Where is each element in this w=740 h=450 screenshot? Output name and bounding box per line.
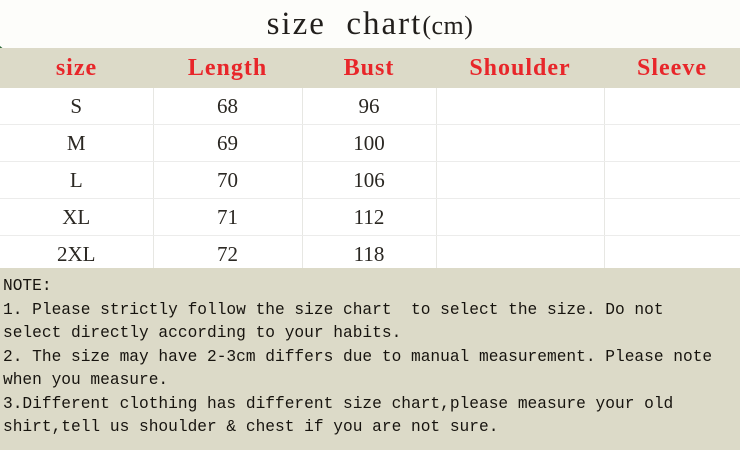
page-title-unit: (cm) <box>422 10 474 40</box>
table-row: L 70 106 <box>0 161 740 199</box>
cell-bust: 100 <box>302 124 437 162</box>
cell-bust: 112 <box>302 198 437 236</box>
cell-size: XL <box>0 198 154 236</box>
note-line-1: 1. Please strictly follow the size chart… <box>3 300 664 319</box>
cell-length: 72 <box>153 235 303 272</box>
chart-title-band: size chart(cm) <box>0 0 740 48</box>
cell-shoulder <box>436 124 605 162</box>
cell-shoulder <box>436 235 605 272</box>
note-section: NOTE: 1. Please strictly follow the size… <box>0 268 740 450</box>
page-title-main: size chart <box>266 5 423 42</box>
note-line-3: 2. The size may have 2-3cm differs due t… <box>3 347 713 366</box>
cell-sleeve <box>604 161 740 199</box>
note-line-2: select directly according to your habits… <box>3 324 402 342</box>
size-chart-table: size Length Bust Shoulder Sleeve S 68 96… <box>0 48 740 272</box>
column-header-shoulder: Shoulder <box>436 48 604 88</box>
cell-size: S <box>0 88 154 125</box>
page-title: size chart(cm) <box>266 5 474 42</box>
cell-bust: 106 <box>302 161 437 199</box>
note-line-4: when you measure. <box>3 371 169 389</box>
table-header: size Length Bust Shoulder Sleeve <box>0 48 740 88</box>
cell-length: 71 <box>153 198 303 236</box>
table-row: XL 71 112 <box>0 198 740 236</box>
table-body: S 68 96 M 69 100 L 70 106 XL <box>0 88 740 272</box>
note-line-5: 3.Different clothing has different size … <box>3 394 674 413</box>
cell-length: 68 <box>153 88 303 125</box>
table-row: M 69 100 <box>0 124 740 162</box>
table-row: S 68 96 <box>0 88 740 125</box>
cell-size: L <box>0 161 154 199</box>
note-heading: NOTE: <box>3 277 52 295</box>
cell-sleeve <box>604 124 740 162</box>
cell-bust: 96 <box>302 88 437 125</box>
table-header-row: size Length Bust Shoulder Sleeve <box>0 48 740 88</box>
column-header-bust: Bust <box>302 48 436 88</box>
cell-bust: 118 <box>302 235 437 272</box>
cell-size: 2XL <box>0 235 154 272</box>
cell-shoulder <box>436 198 605 236</box>
cell-sleeve <box>604 198 740 236</box>
cell-length: 69 <box>153 124 303 162</box>
column-header-sleeve: Sleeve <box>604 48 740 88</box>
cell-sleeve <box>604 88 740 125</box>
cell-shoulder <box>436 161 605 199</box>
cell-sleeve <box>604 235 740 272</box>
column-header-length: Length <box>153 48 302 88</box>
cell-size: M <box>0 124 154 162</box>
cell-length: 70 <box>153 161 303 199</box>
cell-shoulder <box>436 88 605 125</box>
column-header-size: size <box>0 48 153 88</box>
table-row: 2XL 72 118 <box>0 235 740 272</box>
note-line-6: shirt,tell us shoulder & chest if you ar… <box>3 418 499 436</box>
